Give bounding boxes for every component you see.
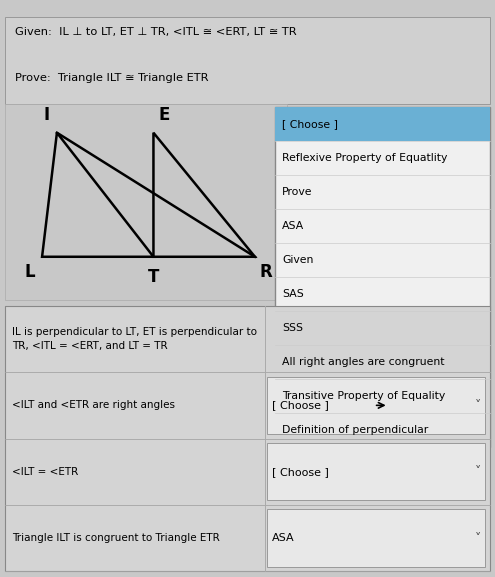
Text: T: T <box>148 268 159 286</box>
Text: Prove: Prove <box>282 187 313 197</box>
Text: [ Choose ]: [ Choose ] <box>282 119 338 129</box>
FancyBboxPatch shape <box>275 107 490 447</box>
Text: ASA: ASA <box>272 533 295 543</box>
Text: Definition of perpendicular: Definition of perpendicular <box>282 425 428 435</box>
FancyBboxPatch shape <box>267 509 485 567</box>
Text: SSS: SSS <box>282 323 303 333</box>
Text: L: L <box>24 263 35 280</box>
Text: Prove:  Triangle ILT ≅ Triangle ETR: Prove: Triangle ILT ≅ Triangle ETR <box>15 73 208 83</box>
FancyBboxPatch shape <box>267 377 485 434</box>
Text: SAS: SAS <box>282 289 304 299</box>
Text: IL is perpendicular to LT, ET is perpendicular to
TR, <ITL = <ERT, and LT = TR: IL is perpendicular to LT, ET is perpend… <box>12 327 257 351</box>
Text: Triangle ILT is congruent to Triangle ETR: Triangle ILT is congruent to Triangle ET… <box>12 533 220 543</box>
Text: [ Choose ]: [ Choose ] <box>272 400 329 410</box>
Text: R: R <box>260 263 273 280</box>
FancyBboxPatch shape <box>267 443 485 500</box>
Text: ASA: ASA <box>282 221 304 231</box>
Text: ˅: ˅ <box>475 531 481 545</box>
Text: Given: Given <box>282 255 313 265</box>
Text: Transitive Property of Equality: Transitive Property of Equality <box>282 391 446 401</box>
FancyBboxPatch shape <box>5 306 490 372</box>
Text: Reflexive Property of Equatlity: Reflexive Property of Equatlity <box>282 153 447 163</box>
FancyBboxPatch shape <box>5 104 287 300</box>
FancyBboxPatch shape <box>5 439 490 505</box>
FancyBboxPatch shape <box>5 372 490 439</box>
Text: ˅: ˅ <box>475 399 481 412</box>
FancyBboxPatch shape <box>5 17 490 104</box>
Text: [ Choose ]: [ Choose ] <box>272 467 329 477</box>
Text: ˅: ˅ <box>475 465 481 478</box>
FancyBboxPatch shape <box>5 505 490 571</box>
Text: Given:  IL ⊥ to LT, ET ⊥ TR, <ITL ≅ <ERT, LT ≅ TR: Given: IL ⊥ to LT, ET ⊥ TR, <ITL ≅ <ERT,… <box>15 27 297 37</box>
Text: E: E <box>158 106 170 124</box>
Text: I: I <box>44 106 50 124</box>
Text: All right angles are congruent: All right angles are congruent <box>282 357 445 367</box>
Text: <ILT and <ETR are right angles: <ILT and <ETR are right angles <box>12 400 175 410</box>
FancyBboxPatch shape <box>275 107 490 141</box>
Text: <ILT = <ETR: <ILT = <ETR <box>12 467 79 477</box>
